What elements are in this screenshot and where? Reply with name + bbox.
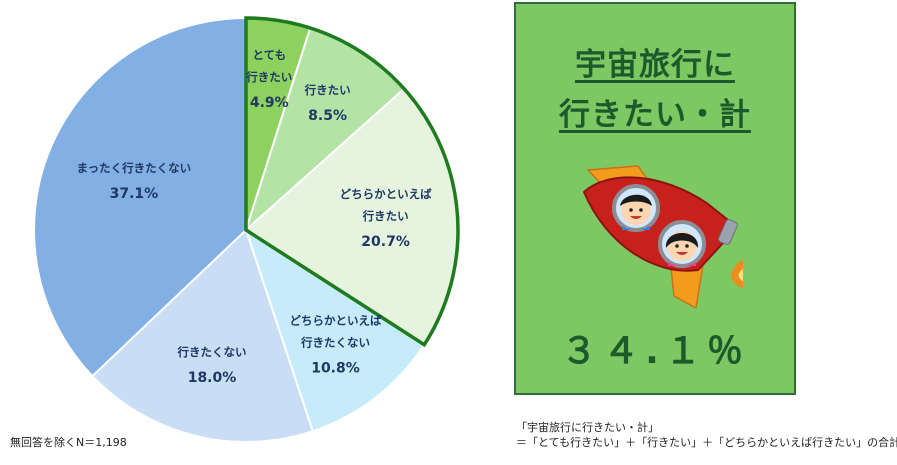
definition-note: 「宇宙旅行に行きたい・計」 ＝「とても行きたい」＋「行きたい」＋「どちらかといえ… [516, 420, 897, 450]
slice-label-5-line-1: 行きたくない [177, 345, 247, 359]
summary-panel: 宇宙旅行に 行きたい・計 [514, 2, 796, 395]
definition-line-2: ＝「とても行きたい」＋「行きたい」＋「どちらかといえば行きたい」の合計 [516, 436, 897, 449]
slice-label-2-line-1: 行きたい [304, 83, 351, 97]
slice-label-3-line-1: どちらかといえば [340, 187, 432, 201]
rocket-body [582, 176, 733, 272]
slice-value-5: 18.0% [188, 370, 237, 386]
girl-astronaut-icon [658, 220, 706, 268]
highlight-outline [244, 16, 460, 348]
rocket-flame [731, 259, 743, 289]
sample-note: 無回答を除くN＝1,198 [10, 436, 127, 449]
slice-label-4-line-1: どちらかといえば [290, 313, 382, 327]
pie-slice-4 [244, 227, 426, 433]
slice-value-3: 20.7% [361, 234, 410, 250]
pie-chart: とても行きたい4.9%行きたい8.5%どちらかといえば行きたい20.7%どちらか… [33, 16, 460, 443]
boy-astronaut-icon [612, 184, 660, 232]
slice-label-6-line-1: まったく行きたくない [77, 161, 192, 175]
slice-label-1-line-1: とても [253, 48, 287, 62]
slice-value-1: 4.9% [250, 95, 289, 111]
summary-title: 宇宙旅行に 行きたい・計 [516, 40, 794, 140]
slice-value-4: 10.8% [311, 360, 360, 376]
definition-line-1: 「宇宙旅行に行きたい・計」 [516, 421, 659, 434]
summary-title-line-1: 宇宙旅行に [575, 47, 735, 83]
rocket-nozzle [718, 219, 738, 245]
slice-label-3-line-2: 行きたい [362, 209, 409, 223]
slice-label-4-line-2: 行きたくない [300, 335, 370, 349]
slice-value-6: 37.1% [110, 186, 159, 202]
pie-slice-5 [90, 228, 315, 443]
pie-slice-6 [33, 16, 247, 378]
rocket-icon [582, 165, 743, 308]
slice-label-1-line-2: 行きたい [245, 70, 292, 84]
summary-value: ３４.１％ [561, 331, 749, 372]
slice-value-2: 8.5% [308, 108, 347, 124]
summary-title-line-2: 行きたい・計 [559, 97, 751, 133]
